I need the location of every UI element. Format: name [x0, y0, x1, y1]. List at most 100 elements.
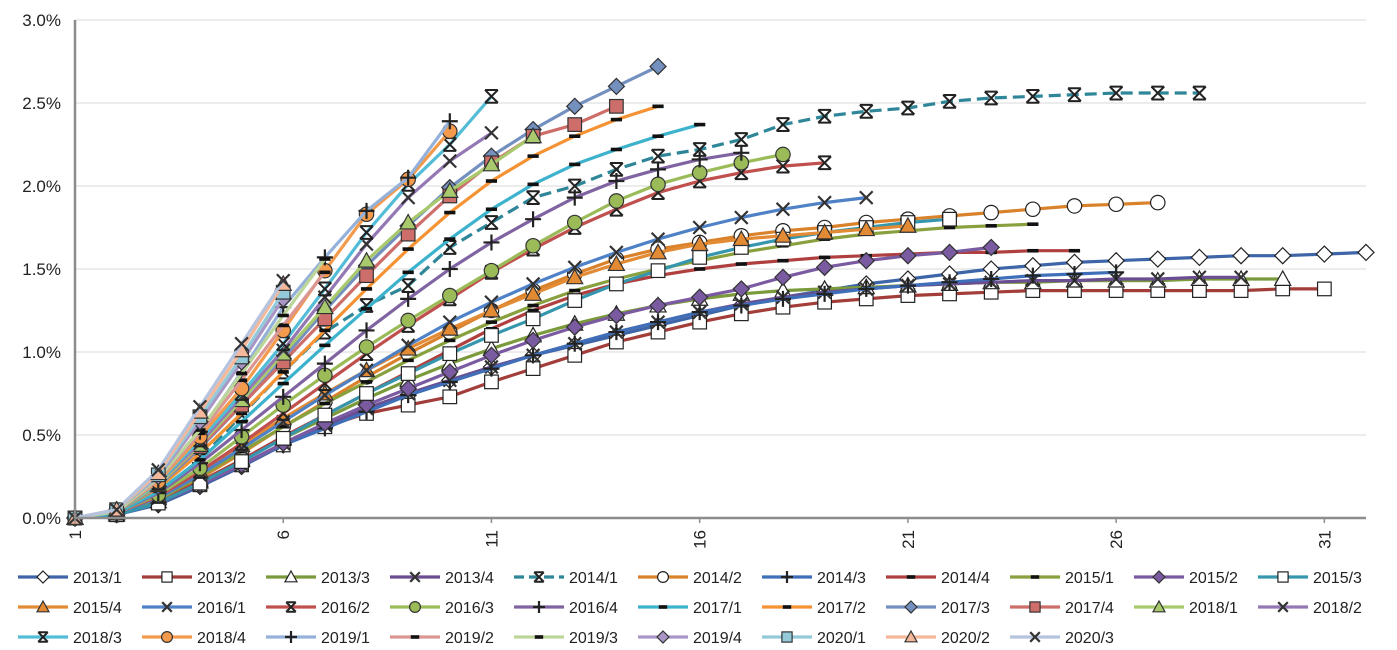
legend-label: 2015/1	[1065, 570, 1114, 587]
data-point	[357, 251, 376, 268]
data-point	[319, 401, 331, 406]
data-point	[358, 339, 375, 355]
series-2013-1	[66, 243, 1375, 527]
data-point	[359, 268, 374, 284]
legend-entry: 2019/3	[514, 630, 618, 647]
legend-entry: 2019/4	[638, 630, 742, 647]
legend-label: 2018/3	[73, 630, 122, 647]
data-point	[565, 318, 584, 336]
data-point	[650, 148, 666, 164]
data-point	[527, 182, 539, 187]
data-point	[234, 441, 249, 456]
data-point	[359, 386, 374, 401]
data-point	[400, 312, 416, 329]
data-point	[524, 284, 543, 301]
data-point	[898, 216, 917, 233]
data-point	[567, 117, 583, 132]
data-point	[315, 297, 334, 315]
data-point	[316, 355, 333, 372]
data-point	[566, 189, 583, 206]
data-point	[608, 193, 625, 209]
data-point	[567, 260, 582, 275]
data-point	[319, 328, 331, 333]
data-point	[733, 144, 750, 161]
legend-entry: 2014/1	[514, 570, 618, 587]
legend-entry: 2013/3	[266, 569, 370, 587]
data-point	[359, 298, 374, 313]
data-point	[109, 502, 124, 517]
y-tick-label: 2.5%	[22, 94, 61, 113]
data-point	[983, 204, 999, 221]
data-point	[1108, 196, 1124, 213]
data-point	[442, 314, 457, 330]
legend-entry: 2018/2	[1258, 600, 1362, 617]
data-point	[442, 153, 457, 169]
legend-label: 2019/1	[321, 630, 370, 647]
data-point	[609, 201, 624, 217]
data-point	[942, 211, 957, 227]
data-point	[691, 164, 708, 181]
data-point	[192, 399, 208, 414]
data-point	[781, 571, 793, 583]
x-tick-label: 21	[899, 530, 918, 549]
data-point	[650, 231, 666, 247]
data-point	[482, 346, 501, 365]
data-point	[1068, 248, 1081, 253]
data-point	[565, 268, 584, 285]
data-point	[1030, 575, 1040, 579]
data-point	[982, 238, 1001, 257]
data-point	[609, 162, 624, 177]
data-point	[817, 195, 832, 210]
data-point	[610, 117, 622, 122]
data-point	[610, 147, 622, 152]
legend-entry: 2016/1	[142, 600, 246, 617]
data-point	[484, 295, 499, 310]
legend-label: 2020/2	[941, 630, 990, 647]
data-point	[607, 306, 626, 325]
data-point	[656, 570, 669, 583]
data-point	[817, 108, 832, 124]
data-point	[402, 270, 414, 275]
data-point	[482, 301, 501, 318]
data-point	[402, 247, 414, 251]
data-point	[1232, 246, 1250, 265]
data-point	[234, 336, 249, 351]
legend-entry: 2018/3	[18, 630, 122, 647]
data-point	[775, 202, 791, 217]
x-tick-label: 6	[274, 530, 293, 539]
data-point	[1152, 570, 1166, 584]
data-point	[525, 237, 541, 254]
legend-label: 2016/2	[321, 600, 370, 617]
data-point	[1067, 87, 1082, 103]
legend-label: 2020/3	[1065, 630, 1114, 647]
data-point	[734, 132, 749, 147]
data-point	[442, 240, 457, 255]
data-point	[1277, 601, 1289, 613]
data-point	[151, 462, 166, 478]
data-point	[485, 179, 498, 183]
data-point	[358, 322, 375, 339]
axes: 0.0%0.5%1.0%1.5%2.0%2.5%3.0%1 6 11 16 21 26 31	[22, 11, 1366, 549]
data-point	[35, 599, 51, 613]
data-point	[525, 276, 541, 292]
data-point	[440, 363, 459, 381]
data-point	[235, 371, 248, 376]
legend-entry: 2013/4	[390, 570, 494, 587]
legend: 2013/1 2013/2 2013/3 2013/4 2014/1 2014/2 2014…	[18, 569, 1362, 647]
y-tick-label: 2.0%	[22, 177, 61, 196]
y-tick-label: 1.5%	[22, 260, 61, 279]
data-point	[319, 257, 331, 261]
legend-label: 2018/1	[1189, 600, 1238, 617]
data-point	[781, 631, 793, 643]
data-point	[444, 237, 456, 241]
data-point	[1149, 194, 1166, 211]
legend-entry: 2014/2	[638, 570, 742, 587]
data-point	[650, 161, 667, 178]
legend-label: 2014/1	[569, 570, 618, 587]
data-point	[733, 297, 750, 314]
data-point	[859, 103, 874, 119]
data-point	[691, 151, 708, 168]
data-point	[483, 262, 500, 279]
data-point	[285, 631, 297, 643]
